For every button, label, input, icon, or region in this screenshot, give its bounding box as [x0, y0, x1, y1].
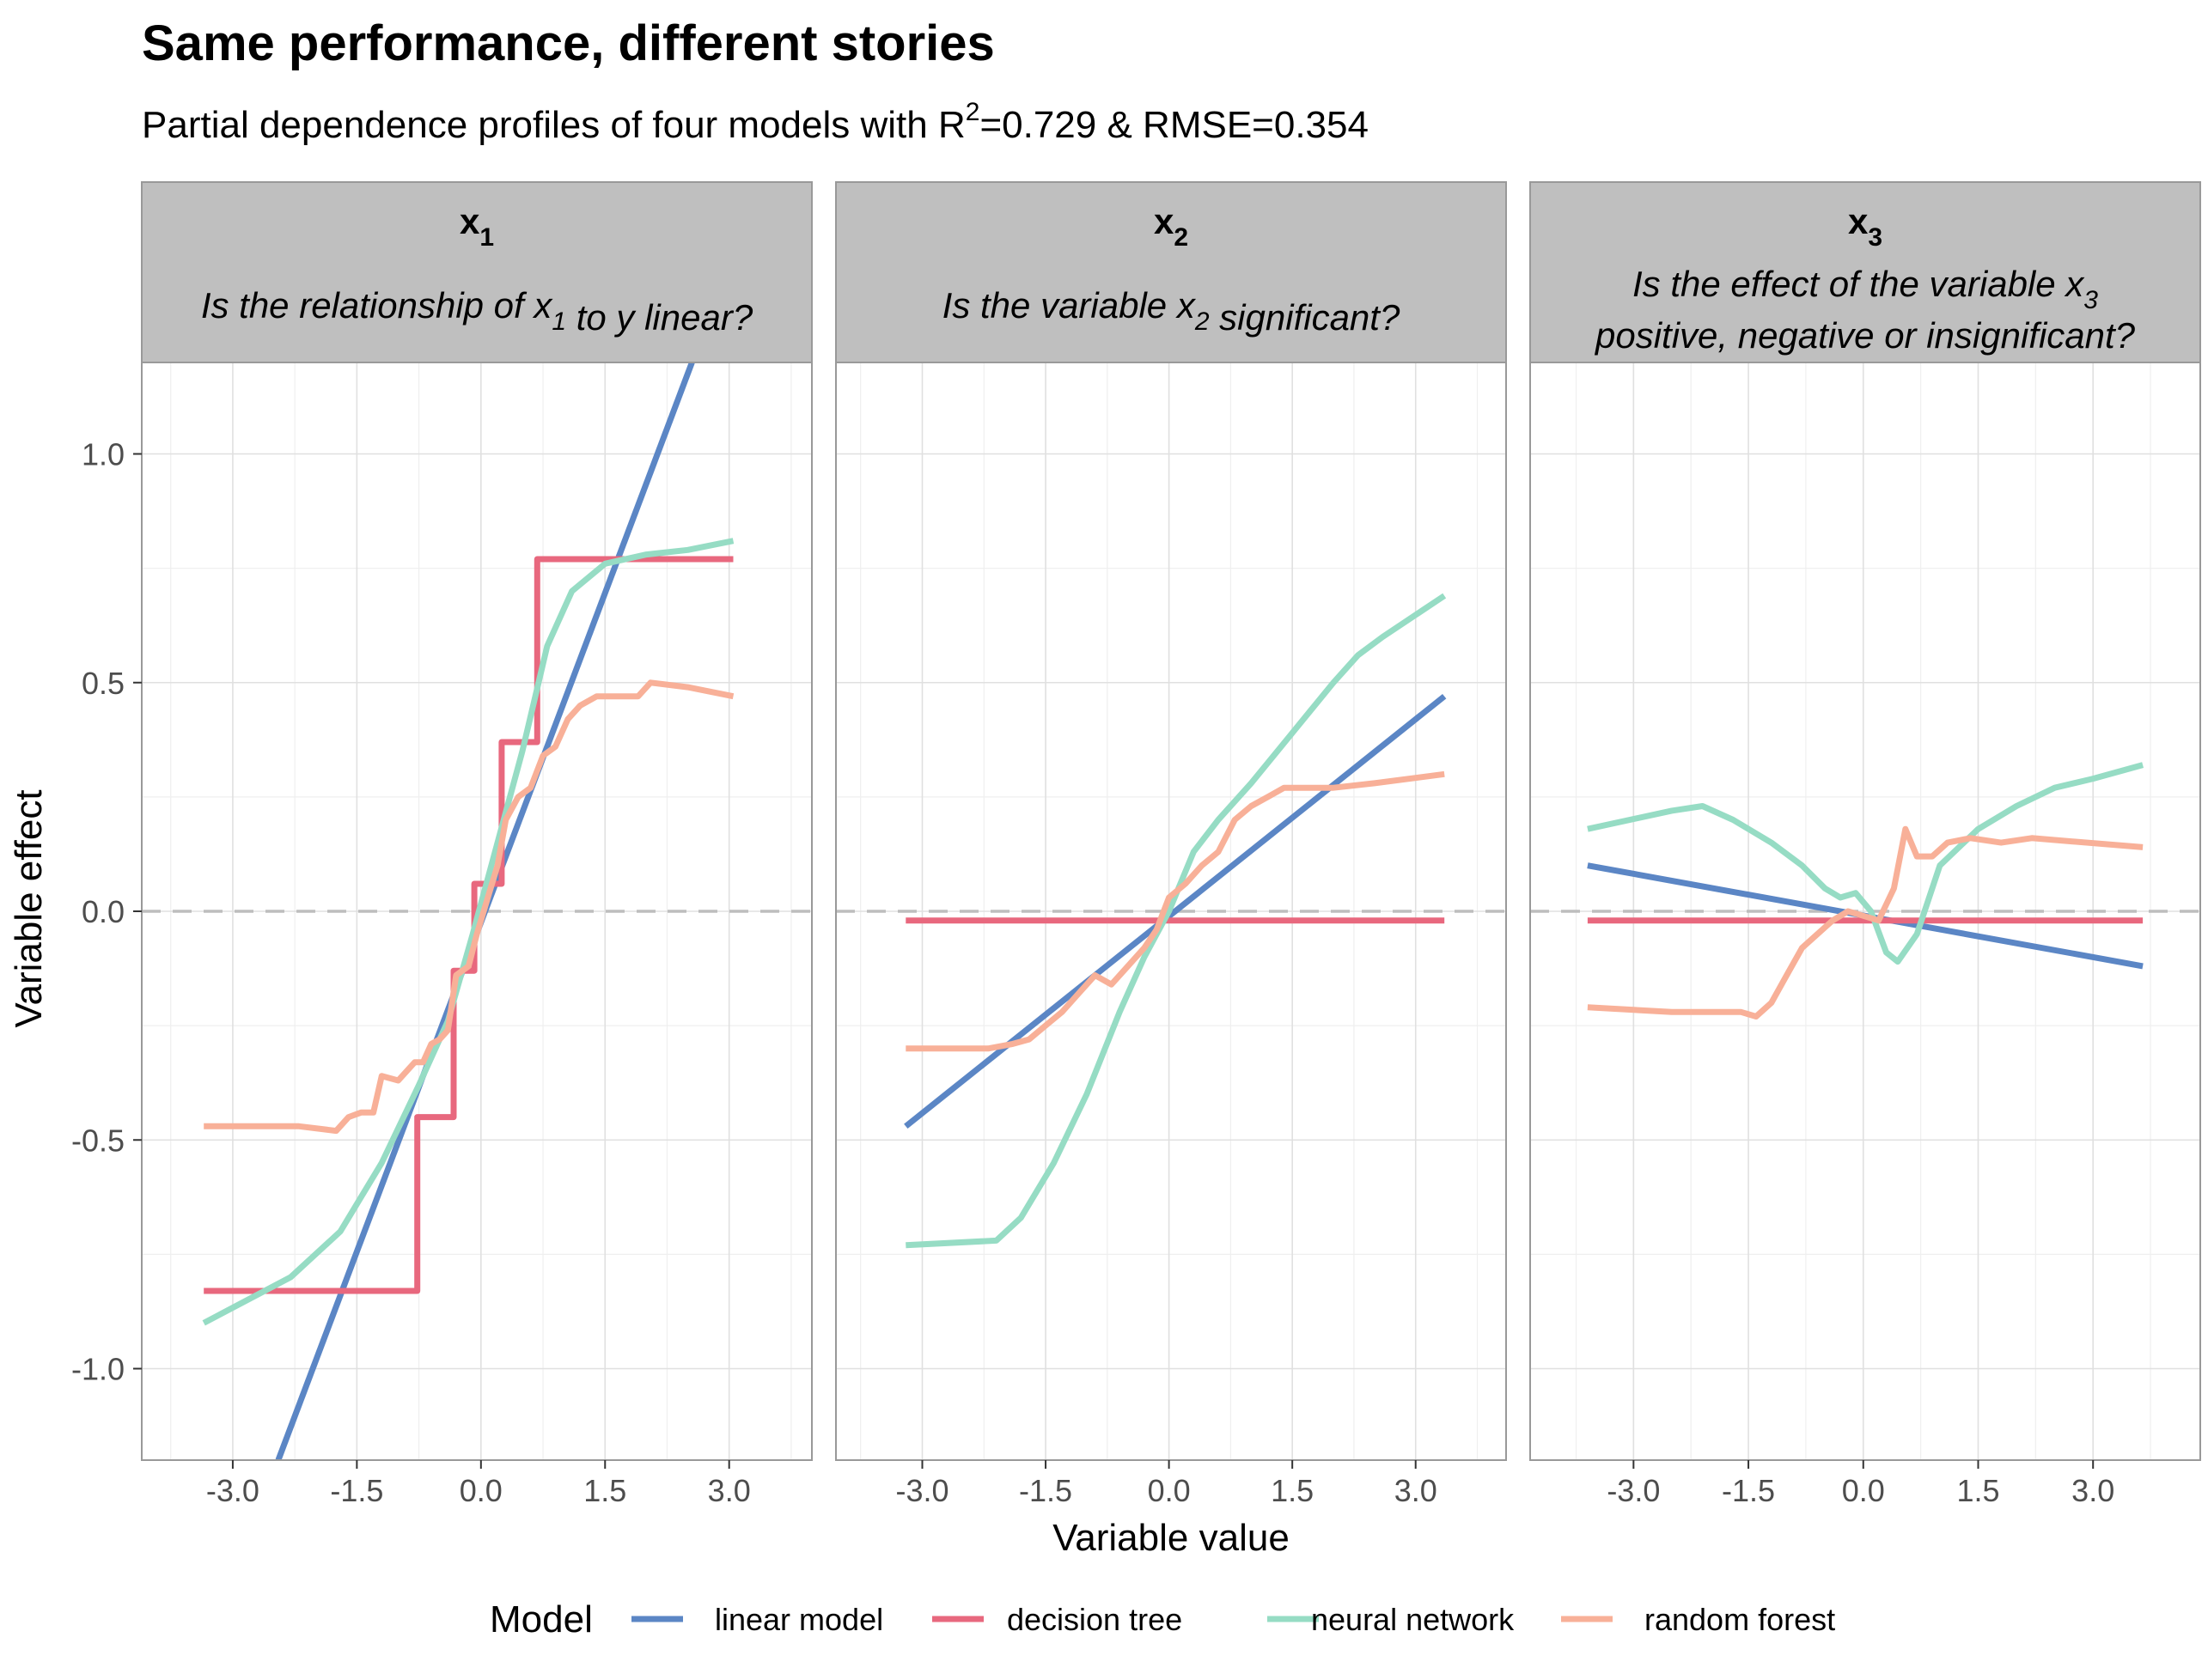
- series-line-random-forest: [906, 770, 1445, 1052]
- y-axis-title: Variable effect: [8, 789, 50, 1027]
- x-tick-label: 3.0: [1394, 1473, 1437, 1508]
- x-tick-label: 1.5: [583, 1473, 626, 1508]
- strip-variable-label: x2: [1154, 201, 1188, 252]
- legend-label-random-forest: random forest: [1644, 1602, 1835, 1637]
- series-line-linear-model: [904, 693, 1447, 1129]
- strip-variable-name: x: [1848, 201, 1869, 241]
- series-line-random-forest: [1587, 825, 2144, 1020]
- strip-variable-subscript: 1: [479, 223, 494, 252]
- legend-label-neural-network: neural network: [1311, 1602, 1515, 1637]
- x-tick-label: 0.0: [460, 1473, 503, 1508]
- question-subscript: 1: [552, 307, 566, 336]
- legend-title: Model: [490, 1598, 593, 1640]
- question-text: significant?: [1210, 297, 1400, 338]
- x-tick-label: -3.0: [895, 1473, 948, 1508]
- y-tick-label: -0.5: [71, 1123, 125, 1158]
- strip-question: Is the variable x2 significant?: [942, 285, 1400, 338]
- x-axis-title: Variable value: [1052, 1517, 1290, 1559]
- question-subscript: 3: [2083, 286, 2098, 314]
- panel-series: [202, 362, 735, 1460]
- x-tick-label: 0.0: [1148, 1473, 1191, 1508]
- strip-background: [1529, 181, 2201, 363]
- strip-variable-subscript: 2: [1174, 223, 1188, 252]
- series-line-random-forest: [204, 679, 735, 1135]
- strip-background: [141, 181, 813, 363]
- x-tick-label: -1.5: [1019, 1473, 1072, 1508]
- x-tick-label: 3.0: [2071, 1473, 2114, 1508]
- chart-subtitle: Partial dependence profiles of four mode…: [142, 98, 1369, 146]
- series-line-neural-network: [1587, 762, 2144, 965]
- x-tick-label: -1.5: [330, 1473, 383, 1508]
- legend-label-linear-model: linear model: [715, 1602, 883, 1637]
- x-tick-label: -1.5: [1722, 1473, 1775, 1508]
- panel-series: [904, 593, 1447, 1249]
- chart-title: Same performance, different stories: [142, 15, 995, 71]
- question-text: to y linear?: [566, 297, 753, 338]
- series-line-neural-network: [906, 593, 1447, 1249]
- strip-question: Is the relationship of x1 to y linear?: [201, 285, 753, 338]
- x-tick-label: 1.5: [1956, 1473, 1999, 1508]
- legend-label-decision-tree: decision tree: [1007, 1602, 1182, 1637]
- strip-variable-name: x: [1154, 201, 1174, 241]
- strip-variable-label: x1: [460, 201, 494, 252]
- series-line-neural-network: [202, 538, 735, 1326]
- question-text: positive, negative or insignificant?: [1594, 315, 2136, 356]
- question-text: Is the relationship of x: [201, 285, 554, 326]
- x-tick-label: -3.0: [206, 1473, 259, 1508]
- question-text: Is the variable x: [942, 285, 1197, 326]
- y-tick-label: 1.0: [82, 437, 125, 472]
- strip-background: [835, 181, 1507, 363]
- strip-variable-name: x: [460, 201, 480, 241]
- x-tick-label: -3.0: [1607, 1473, 1660, 1508]
- legend: Model linear model decision tree neural net…: [490, 1598, 1835, 1640]
- question-text: Is the effect of the variable x: [1632, 264, 2085, 304]
- strip-variable-label: x3: [1848, 201, 1882, 252]
- panel-series: [1587, 762, 2144, 1020]
- question-subscript: 2: [1194, 307, 1210, 336]
- strip-question-line-1: Is the effect of the variable x3: [1632, 264, 2098, 314]
- x-tick-label: 3.0: [708, 1473, 751, 1508]
- y-tick-label: 0.5: [82, 666, 125, 701]
- x-tick-label: 0.0: [1842, 1473, 1885, 1508]
- y-tick-label: -1.0: [71, 1352, 125, 1387]
- strip-question-line-2: positive, negative or insignificant?: [1594, 315, 2136, 356]
- y-tick-label: 0.0: [82, 894, 125, 929]
- strip-variable-subscript: 3: [1868, 223, 1882, 252]
- x-tick-label: 1.5: [1271, 1473, 1314, 1508]
